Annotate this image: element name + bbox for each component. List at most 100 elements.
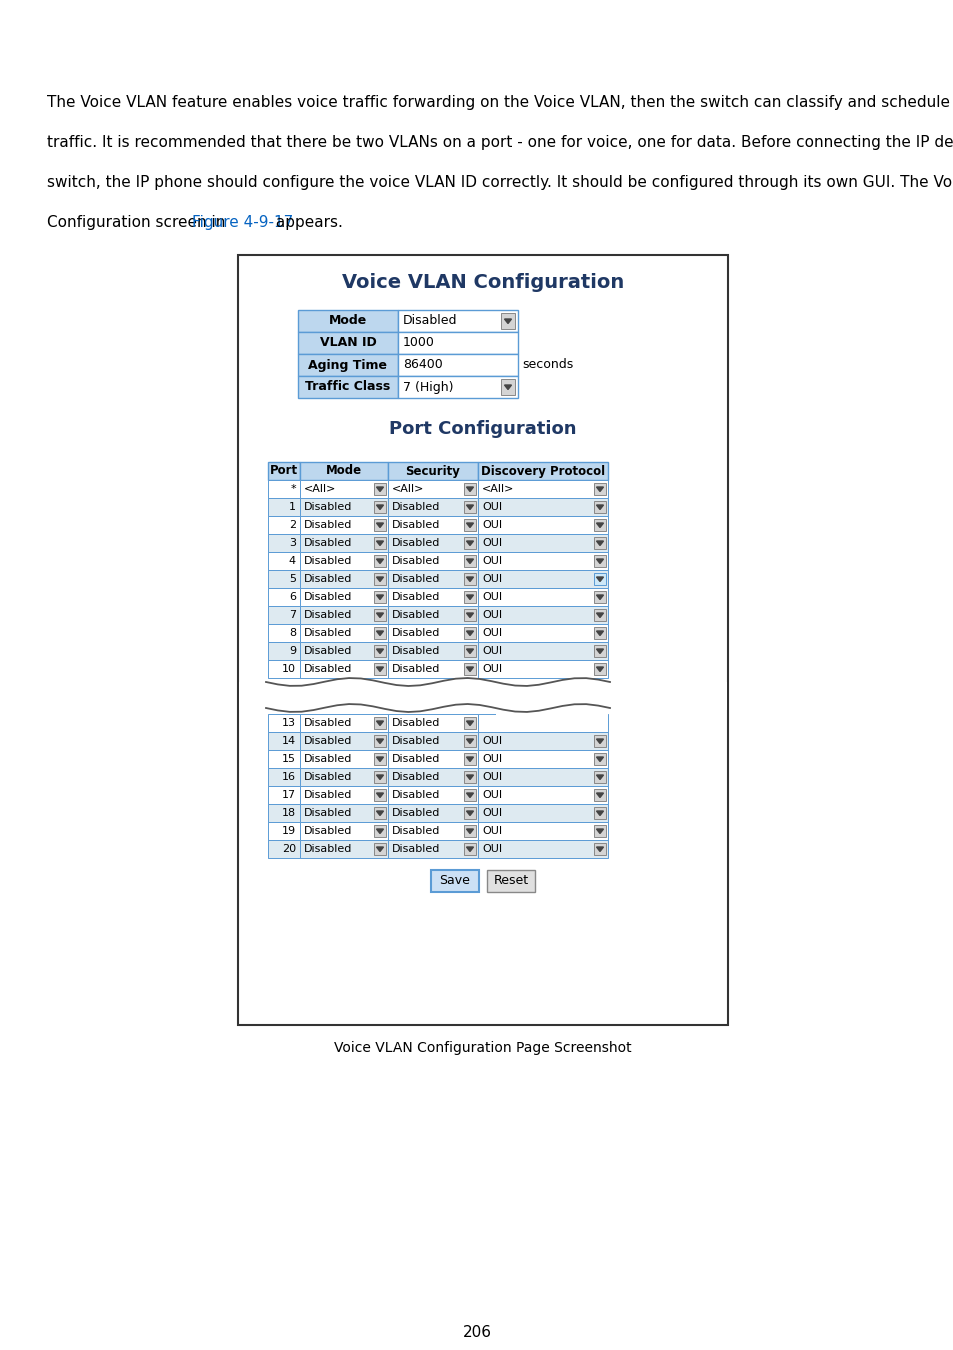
Bar bbox=[268, 732, 299, 751]
Bar bbox=[374, 842, 386, 855]
Polygon shape bbox=[596, 595, 603, 599]
Text: 20: 20 bbox=[281, 844, 295, 855]
Text: The Voice VLAN feature enables voice traffic forwarding on the Voice VLAN, then : The Voice VLAN feature enables voice tra… bbox=[47, 95, 953, 109]
Text: OUI: OUI bbox=[481, 790, 501, 801]
Text: VLAN ID: VLAN ID bbox=[319, 336, 376, 350]
Text: Disabled: Disabled bbox=[392, 539, 440, 548]
Bar bbox=[374, 572, 386, 585]
Polygon shape bbox=[376, 721, 383, 725]
Text: 15: 15 bbox=[282, 755, 295, 764]
Text: 3: 3 bbox=[289, 539, 295, 548]
Polygon shape bbox=[596, 559, 603, 563]
Polygon shape bbox=[376, 487, 383, 491]
Polygon shape bbox=[376, 775, 383, 779]
Text: Disabled: Disabled bbox=[402, 315, 457, 328]
Bar bbox=[463, 555, 476, 567]
Text: <All>: <All> bbox=[304, 485, 336, 494]
Bar bbox=[268, 768, 299, 786]
Bar bbox=[477, 481, 607, 498]
Bar bbox=[299, 786, 388, 805]
Text: Disabled: Disabled bbox=[304, 628, 352, 639]
Polygon shape bbox=[466, 792, 473, 798]
Bar bbox=[299, 624, 388, 643]
Text: OUI: OUI bbox=[481, 574, 501, 585]
Text: Traffic Class: Traffic Class bbox=[305, 381, 390, 393]
Bar bbox=[463, 842, 476, 855]
Polygon shape bbox=[466, 775, 473, 779]
Polygon shape bbox=[376, 811, 383, 815]
Polygon shape bbox=[596, 738, 603, 744]
Polygon shape bbox=[376, 522, 383, 528]
Bar bbox=[374, 788, 386, 801]
Text: 7: 7 bbox=[289, 610, 295, 620]
Polygon shape bbox=[596, 505, 603, 509]
Text: Disabled: Disabled bbox=[392, 574, 440, 585]
Polygon shape bbox=[376, 595, 383, 599]
Bar bbox=[374, 518, 386, 531]
Polygon shape bbox=[376, 505, 383, 509]
Bar bbox=[477, 660, 607, 678]
Bar bbox=[299, 643, 388, 660]
Bar bbox=[594, 645, 605, 657]
Bar bbox=[500, 379, 515, 396]
Polygon shape bbox=[466, 757, 473, 761]
Bar bbox=[268, 462, 299, 481]
Bar bbox=[477, 840, 607, 859]
Bar bbox=[594, 825, 605, 837]
Bar bbox=[374, 734, 386, 747]
Polygon shape bbox=[466, 522, 473, 528]
Bar bbox=[397, 354, 517, 377]
Text: Disabled: Disabled bbox=[304, 539, 352, 548]
Text: Disabled: Disabled bbox=[392, 502, 440, 512]
Bar bbox=[299, 822, 388, 840]
Bar bbox=[594, 555, 605, 567]
Bar bbox=[397, 310, 517, 332]
Bar bbox=[463, 483, 476, 495]
Text: OUI: OUI bbox=[481, 593, 501, 602]
Bar bbox=[477, 714, 607, 732]
Bar bbox=[500, 313, 515, 329]
Bar bbox=[268, 481, 299, 498]
Bar bbox=[299, 660, 388, 678]
Bar bbox=[477, 768, 607, 786]
Bar bbox=[463, 717, 476, 729]
Bar bbox=[463, 537, 476, 549]
Bar bbox=[477, 786, 607, 805]
Bar bbox=[388, 805, 477, 822]
Text: Disabled: Disabled bbox=[392, 809, 440, 818]
Bar bbox=[299, 516, 388, 535]
Polygon shape bbox=[466, 576, 473, 582]
Text: Disabled: Disabled bbox=[392, 520, 440, 531]
Bar bbox=[239, 682, 726, 710]
Text: Disabled: Disabled bbox=[392, 718, 440, 728]
Text: Voice VLAN Configuration Page Screenshot: Voice VLAN Configuration Page Screenshot bbox=[334, 1041, 631, 1054]
Bar bbox=[299, 498, 388, 516]
Bar bbox=[477, 624, 607, 643]
Text: Mode: Mode bbox=[326, 464, 362, 478]
Bar bbox=[388, 535, 477, 552]
Text: Disabled: Disabled bbox=[304, 593, 352, 602]
Text: Disabled: Disabled bbox=[304, 664, 352, 674]
Bar bbox=[463, 518, 476, 531]
Text: Disabled: Disabled bbox=[392, 790, 440, 801]
Text: 1000: 1000 bbox=[402, 336, 435, 350]
Bar bbox=[477, 570, 607, 589]
Bar bbox=[388, 732, 477, 751]
Bar bbox=[374, 483, 386, 495]
Bar bbox=[374, 591, 386, 603]
Polygon shape bbox=[376, 559, 383, 563]
Bar bbox=[268, 535, 299, 552]
Text: OUI: OUI bbox=[481, 520, 501, 531]
Text: OUI: OUI bbox=[481, 556, 501, 566]
Polygon shape bbox=[466, 630, 473, 636]
Polygon shape bbox=[596, 757, 603, 761]
Bar bbox=[374, 645, 386, 657]
Bar bbox=[477, 822, 607, 840]
Text: 16: 16 bbox=[282, 772, 295, 782]
Polygon shape bbox=[466, 829, 473, 833]
Bar bbox=[299, 768, 388, 786]
Text: OUI: OUI bbox=[481, 736, 501, 747]
Bar bbox=[374, 663, 386, 675]
Polygon shape bbox=[504, 385, 511, 390]
Bar bbox=[463, 663, 476, 675]
